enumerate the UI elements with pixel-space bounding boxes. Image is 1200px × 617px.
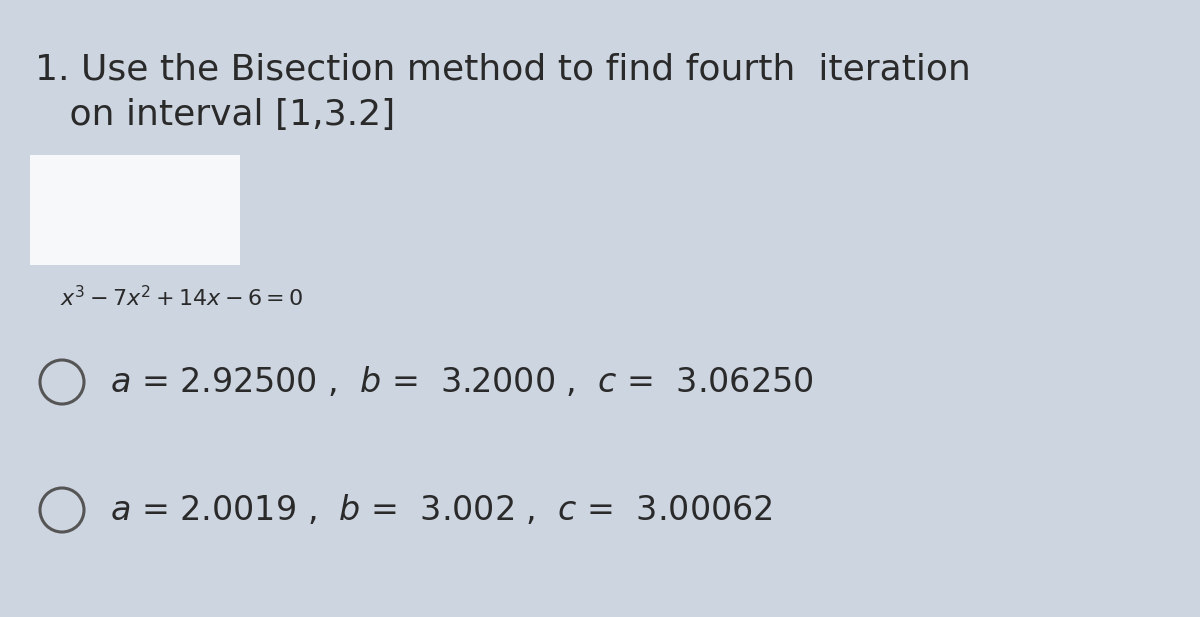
Text: on interval [1,3.2]: on interval [1,3.2]	[35, 98, 395, 132]
Text: 1. Use the Bisection method to find fourth  iteration: 1. Use the Bisection method to find four…	[35, 52, 971, 86]
Text: $x^3-7x^2+14x-6=0$: $x^3-7x^2+14x-6=0$	[60, 285, 304, 310]
FancyBboxPatch shape	[30, 155, 240, 265]
Text: $a$ = 2.92500 ,  $b$ =  3.2000 ,  $c$ =  3.06250: $a$ = 2.92500 , $b$ = 3.2000 , $c$ = 3.0…	[110, 365, 814, 399]
Text: $a$ = 2.0019 ,  $b$ =  3.002 ,  $c$ =  3.00062: $a$ = 2.0019 , $b$ = 3.002 , $c$ = 3.000…	[110, 493, 773, 527]
